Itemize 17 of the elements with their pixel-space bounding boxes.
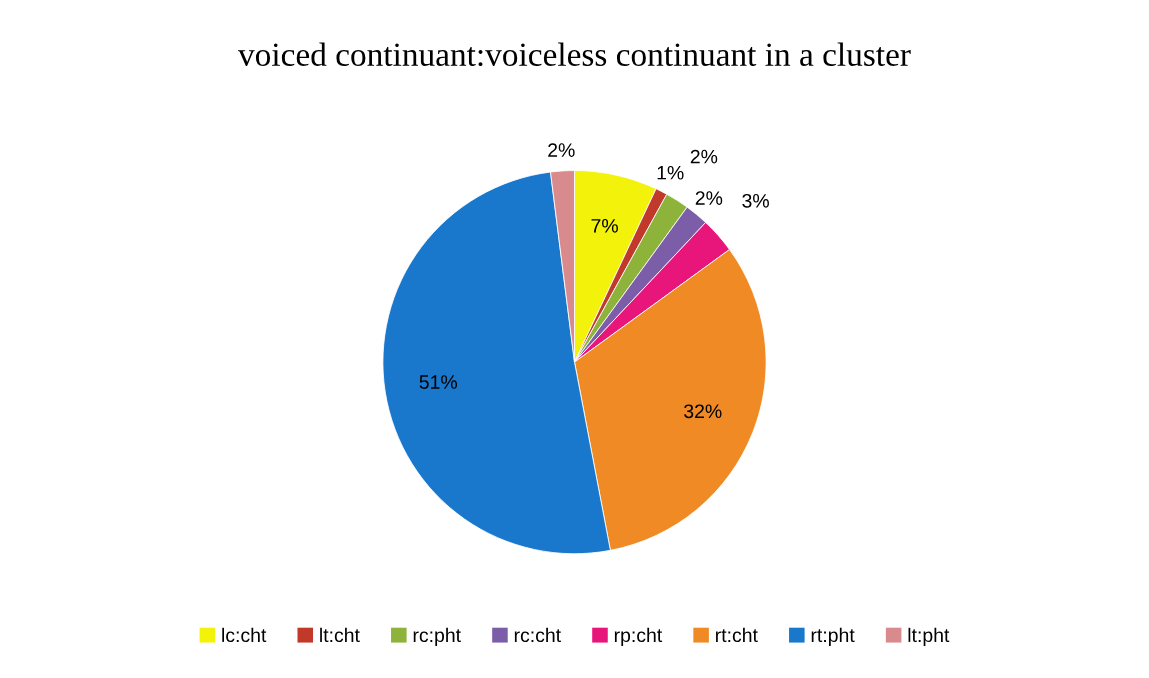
data-label: 2% — [695, 191, 723, 205]
data-label: 51% — [419, 375, 458, 389]
legend-label: rt:cht — [716, 627, 758, 643]
data-label: 32% — [684, 404, 722, 419]
data-label: 7% — [591, 219, 618, 233]
legend-label: rc:cht — [514, 627, 561, 643]
data-label: 3% — [742, 193, 769, 208]
legend-label: rt:pht — [811, 627, 855, 646]
data-label: 1% — [657, 165, 684, 180]
legend-label: rp:cht — [614, 627, 663, 646]
legend-label: lc:cht — [222, 627, 267, 643]
legend-label: lt:pht — [908, 627, 950, 646]
legend-label: lt:cht — [320, 627, 360, 643]
data-label: 2% — [690, 149, 718, 164]
chart-title: voiced continuant:voiceless continuant in a cluster — [238, 42, 911, 67]
data-label: 2% — [548, 143, 575, 157]
legend-label: rc:pht — [413, 627, 461, 646]
